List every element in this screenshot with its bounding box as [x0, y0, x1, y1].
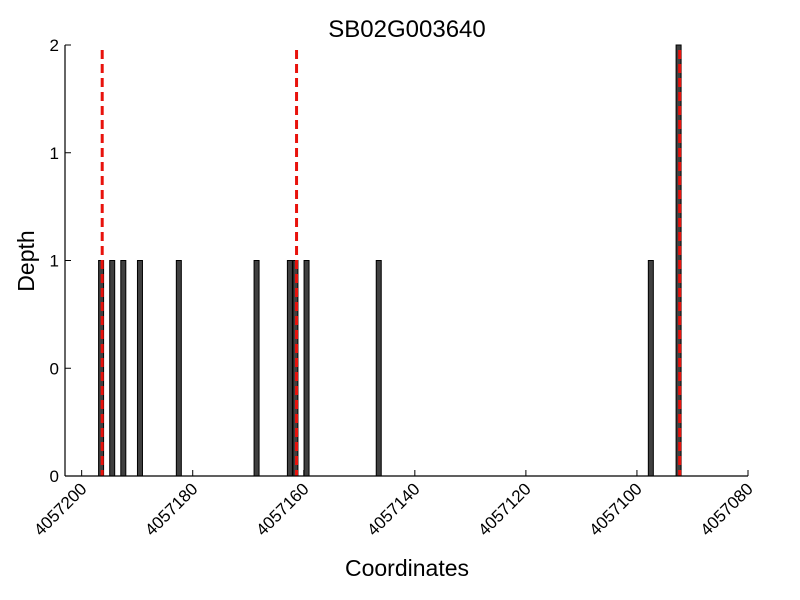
y-axis-title: Depth: [13, 230, 39, 291]
x-tick-label-6: 4057080: [697, 479, 757, 539]
bar-6: [286, 260, 293, 477]
bar-8: [303, 260, 310, 477]
reference-lines-layer: [100, 50, 682, 476]
x-tick-label-4: 4057120: [474, 479, 534, 539]
bar-1: [109, 260, 116, 477]
bar-5: [253, 260, 260, 477]
x-tick-label-0: 4057200: [30, 479, 90, 539]
bar-10: [647, 260, 654, 477]
y-tick-label-1: 0: [50, 359, 59, 378]
chart-title: SB02G003640: [328, 16, 485, 43]
x-ticks-layer: 4057200 4057180 4057160 4057140 4057120 40571…: [30, 470, 757, 540]
y-tick-label-4: 2: [50, 36, 59, 55]
bar-3: [136, 260, 143, 477]
x-tick-label-2: 4057160: [252, 479, 312, 539]
x-tick-label-1: 4057180: [141, 479, 201, 539]
y-tick-label-0: 0: [50, 467, 59, 486]
bars-layer: [98, 44, 682, 477]
y-tick-label-3: 1: [50, 144, 59, 163]
x-axis-title: Coordinates: [345, 555, 469, 581]
x-tick-label-3: 4057140: [363, 479, 423, 539]
bar-4: [175, 260, 182, 477]
y-ticks-layer: 0 0 1 1 2: [50, 36, 71, 486]
x-tick-label-5: 4057100: [586, 479, 646, 539]
y-tick-label-2: 1: [50, 252, 59, 271]
bar-9: [375, 260, 382, 477]
bar-2: [120, 260, 127, 477]
